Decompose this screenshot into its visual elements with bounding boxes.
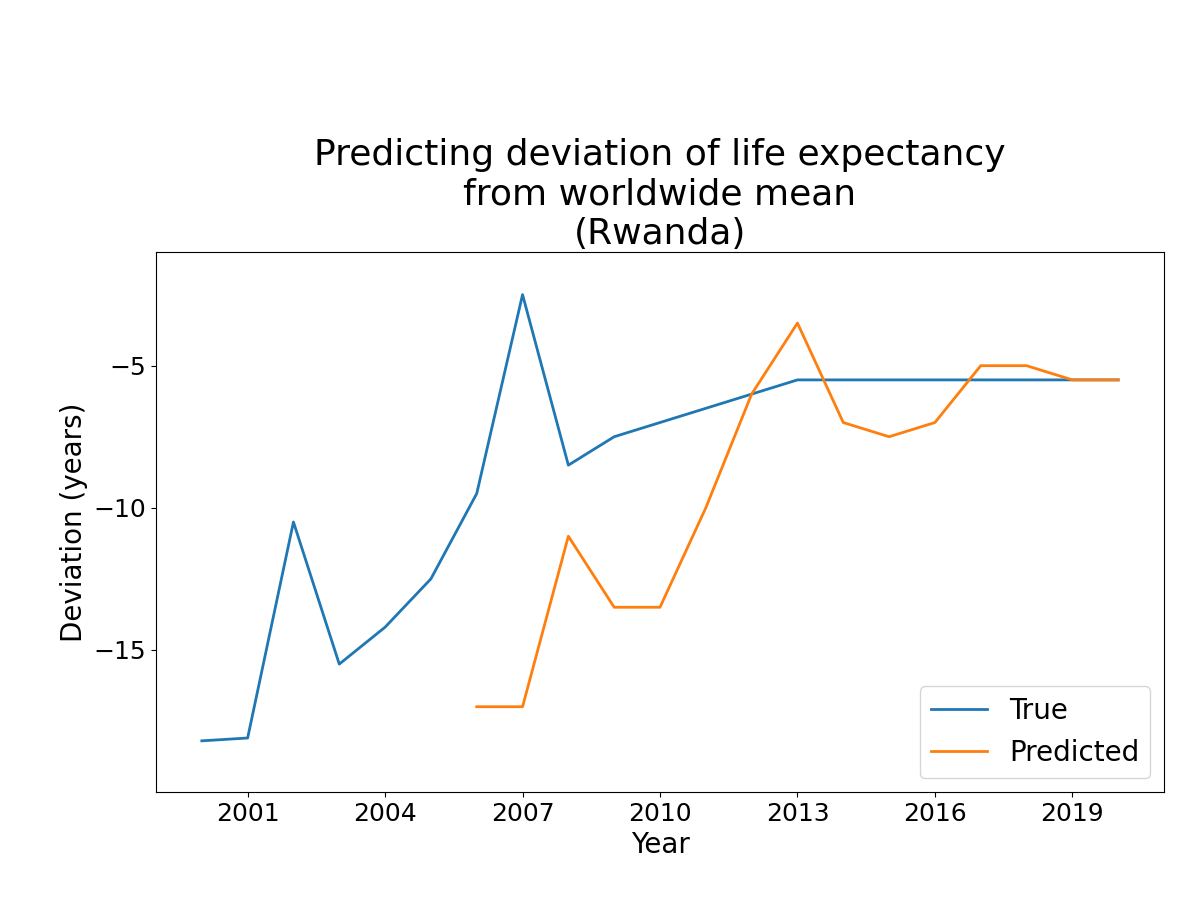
Predicted xyxy=(469,701,484,712)
Title: Predicting deviation of life expectancy
from worldwide mean
(Rwanda): Predicting deviation of life expectancy … xyxy=(314,138,1006,251)
True xyxy=(836,374,851,385)
Legend: True, Predicted: True, Predicted xyxy=(920,686,1150,778)
Predicted xyxy=(515,701,529,712)
Predicted xyxy=(1066,374,1080,385)
Y-axis label: Deviation (years): Deviation (years) xyxy=(60,402,88,642)
Line: True: True xyxy=(202,294,1118,741)
True xyxy=(653,417,667,428)
True xyxy=(194,735,209,746)
True xyxy=(469,488,484,499)
True xyxy=(744,389,758,400)
True xyxy=(240,733,254,743)
True xyxy=(698,403,713,414)
True xyxy=(1111,374,1126,385)
Predicted xyxy=(791,318,805,328)
Predicted xyxy=(698,502,713,513)
True xyxy=(928,374,942,385)
Predicted xyxy=(607,602,622,613)
True xyxy=(287,517,301,527)
True xyxy=(973,374,988,385)
True xyxy=(882,374,896,385)
True xyxy=(515,289,529,300)
True xyxy=(332,659,347,670)
Line: Predicted: Predicted xyxy=(476,323,1118,706)
True xyxy=(378,622,392,633)
Predicted xyxy=(744,389,758,400)
True xyxy=(607,431,622,442)
Predicted xyxy=(882,431,896,442)
True xyxy=(1066,374,1080,385)
Predicted xyxy=(973,360,988,371)
True xyxy=(424,573,438,584)
X-axis label: Year: Year xyxy=(630,832,690,860)
Predicted xyxy=(562,531,576,542)
Predicted xyxy=(928,417,942,428)
Predicted xyxy=(1019,360,1033,371)
True xyxy=(562,460,576,471)
Predicted xyxy=(1111,374,1126,385)
True xyxy=(1019,374,1033,385)
True xyxy=(791,374,805,385)
Predicted xyxy=(836,417,851,428)
Predicted xyxy=(653,602,667,613)
